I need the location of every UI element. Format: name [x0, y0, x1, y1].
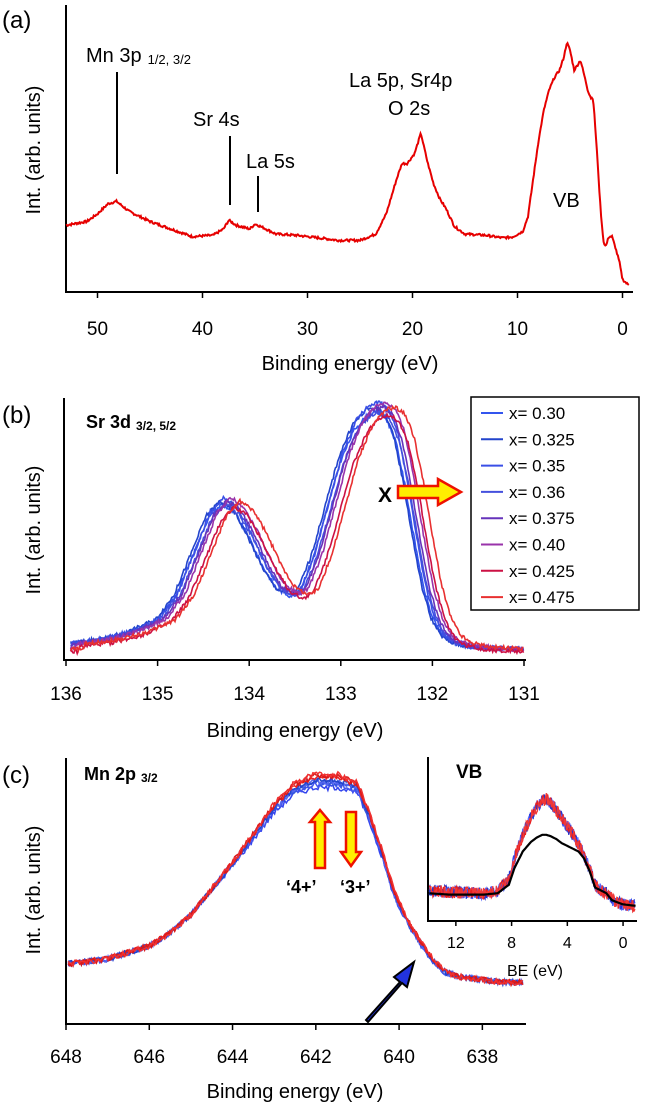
x-tick-label: 648 [50, 1047, 82, 1068]
series-line-0 [70, 408, 524, 653]
x-tick-label: 0 [617, 319, 628, 340]
mn2p-line-7 [67, 770, 524, 987]
panel-c-xlabel: Binding energy (eV) [207, 1081, 384, 1102]
inset-xlabel: BE (eV) [507, 963, 563, 980]
x-tick-label: 40 [192, 319, 213, 340]
legend-entry: x= 0.35 [509, 457, 565, 476]
x-tick-label: 644 [217, 1047, 249, 1068]
panel-c-label: (c) [2, 762, 30, 789]
arrow-down-icon [338, 810, 364, 869]
legend-entry: x= 0.30 [509, 404, 565, 423]
svg-text:Sr 3d3/2, 5/2: Sr 3d 3/2, 5/2 [86, 412, 176, 433]
inset-line-4 [429, 793, 636, 912]
blue-arrow-icon [364, 959, 416, 1024]
series-line-7 [69, 404, 524, 654]
svg-text:Mn 2p3/2: Mn 2p 3/2 [84, 764, 158, 785]
x-tick-label: 50 [87, 319, 108, 340]
x-tick-label: 640 [383, 1047, 415, 1068]
panel-b-title: Sr 3d [86, 412, 131, 432]
annot-o2s: O 2s [388, 98, 430, 120]
x-tick-label: 134 [233, 684, 265, 705]
panel-c-ylabel: Int. (arb. units) [23, 826, 45, 955]
legend-entry: x= 0.475 [509, 588, 575, 607]
x-tick-label: 10 [507, 319, 528, 340]
panel-b-axes [63, 398, 526, 661]
inset-black-line [429, 833, 636, 907]
panel-b-xticks: 136 135 134 133 132 131 [50, 660, 540, 705]
x-tick-label: 131 [508, 684, 540, 705]
arrow-right-icon [396, 476, 464, 508]
panel-a-xlabel: Binding energy (eV) [262, 353, 439, 375]
x-tick-label: 135 [142, 684, 174, 705]
legend-entry: x= 0.325 [509, 430, 575, 449]
series-survey-line [65, 41, 630, 286]
svg-text:Mn 3p1/2, 3/2: Mn 3p 1/2, 3/2 [86, 45, 191, 67]
panel-c-mn2p: (c) 648 646 644 642 640 638 Binding energy (e… [2, 757, 637, 1102]
panel-b-xlabel: Binding energy (eV) [207, 720, 384, 742]
series-line-3 [70, 408, 525, 652]
annot-mn3p: Mn 3p [86, 45, 142, 67]
inset-tick-label: 0 [619, 935, 628, 952]
legend-entry: x= 0.40 [509, 536, 565, 555]
panel-a-annotations: Mn 3p 1/2, 3/2 Sr 4s La 5s La 5p, Sr4p O … [86, 45, 580, 212]
legend-entry: x= 0.36 [509, 483, 565, 502]
inset-series [428, 793, 636, 914]
panel-a-axes [65, 5, 633, 293]
annot-la5s: La 5s [246, 151, 295, 173]
x-tick-label: 20 [402, 319, 423, 340]
series-line-1 [69, 404, 525, 652]
inset-tick-label: 4 [563, 935, 572, 952]
panel-c-series [67, 770, 524, 988]
panel-b-legend-box [470, 396, 640, 611]
series-line-2 [70, 400, 524, 652]
label-4plus: ‘4+’ [286, 877, 317, 897]
arrow-up-icon [307, 808, 333, 870]
x-tick-label: 642 [300, 1047, 332, 1068]
panel-b-x-label: X [378, 484, 392, 507]
label-3plus: ‘3+’ [340, 877, 371, 897]
annot-la5p: La 5p, Sr4p [349, 70, 452, 92]
panel-b-label: (b) [2, 402, 31, 429]
panel-a-label: (a) [2, 7, 31, 34]
panel-c-xticks: 648 646 644 642 640 638 [50, 1024, 498, 1068]
panel-c-title: Mn 2p [84, 764, 136, 784]
panel-b-legend: x= 0.30 x= 0.325 x= 0.35 x= 0.36 x= 0.375 x= … [481, 404, 575, 607]
x-tick-label: 132 [417, 684, 449, 705]
x-tick-label: 133 [325, 684, 357, 705]
annot-vb: VB [553, 190, 580, 212]
panel-b-title-sub: 3/2, 5/2 [136, 419, 176, 433]
x-tick-label: 638 [467, 1047, 499, 1068]
series-line-6 [70, 412, 525, 657]
x-tick-label: 136 [50, 684, 82, 705]
inset-tick-label: 12 [447, 935, 465, 952]
panel-c-title-sub: 3/2 [141, 771, 158, 785]
vb-inset: 12 8 4 0 VB BE (eV) [427, 757, 637, 980]
panel-a-ylabel: Int. (arb. units) [23, 86, 45, 215]
legend-entry: x= 0.425 [509, 562, 575, 581]
inset-title: VB [456, 762, 482, 783]
panel-a-xticks: 50 40 30 20 10 0 [87, 292, 628, 340]
x-tick-label: 30 [297, 319, 318, 340]
inset-xticks: 12 8 4 0 [447, 921, 628, 952]
panel-a-series [65, 41, 630, 286]
annot-sr4s: Sr 4s [193, 109, 240, 131]
inset-tick-label: 8 [507, 935, 516, 952]
panel-a-survey: (a) 50 40 30 20 10 0 Binding energy (eV) Int.… [2, 5, 633, 375]
panel-b-series [69, 400, 525, 657]
panel-b-sr3d: (b) 136 135 134 133 132 131 Binding energy (e… [2, 396, 640, 742]
x-tick-label: 646 [133, 1047, 165, 1068]
series-line-5 [69, 401, 524, 653]
series-line-4 [69, 404, 525, 653]
panel-b-ylabel: Int. (arb. units) [23, 466, 45, 595]
annot-mn3p-sub: 1/2, 3/2 [148, 52, 191, 67]
legend-entry: x= 0.375 [509, 509, 575, 528]
